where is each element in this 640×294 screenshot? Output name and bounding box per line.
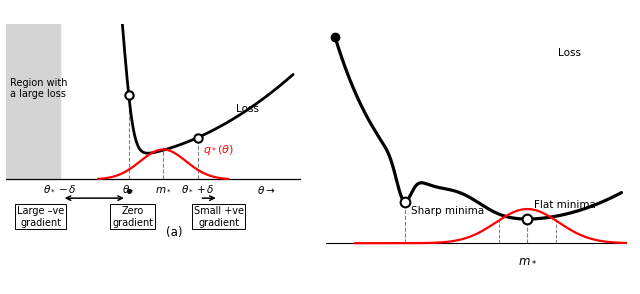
Text: (a): (a): [166, 226, 183, 239]
Text: $\theta_* - \delta$: $\theta_* - \delta$: [43, 183, 77, 194]
Text: Large –ve
gradient: Large –ve gradient: [17, 206, 65, 228]
Text: $\theta_*$: $\theta_*$: [122, 183, 135, 194]
Text: Region with
a large loss: Region with a large loss: [10, 78, 68, 99]
Text: Sharp minima: Sharp minima: [411, 206, 484, 216]
Text: $\theta \rightarrow$: $\theta \rightarrow$: [257, 183, 276, 196]
Text: $q_*(\theta)$: $q_*(\theta)$: [204, 143, 234, 157]
Text: Loss: Loss: [236, 104, 259, 114]
Text: $\theta_* + \delta$: $\theta_* + \delta$: [180, 183, 214, 194]
Text: Small +ve
gradient: Small +ve gradient: [193, 206, 244, 228]
Text: Loss: Loss: [559, 48, 582, 58]
Text: Zero
gradient: Zero gradient: [112, 206, 153, 228]
Text: $m_*$: $m_*$: [518, 253, 537, 266]
Text: Flat minima: Flat minima: [534, 200, 596, 210]
Text: $m_*$: $m_*$: [155, 183, 172, 193]
